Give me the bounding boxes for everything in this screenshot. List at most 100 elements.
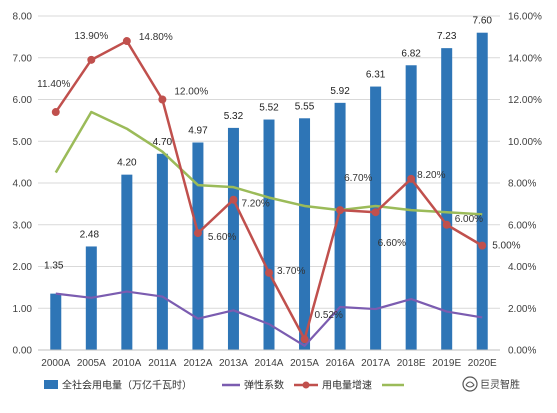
y2-tick-label: 2.00% (508, 304, 536, 315)
series-line (54, 110, 483, 216)
series-point (193, 229, 202, 238)
bar (192, 142, 204, 350)
x-tick-label: 2019E (432, 358, 461, 369)
watermark: 巨灵智胜 (462, 376, 520, 392)
bar (263, 119, 275, 350)
bar-value-label: 5.52 (259, 103, 279, 114)
growth-value-label: 13.90% (74, 31, 108, 42)
growth-value-label: 0.52% (315, 310, 343, 321)
series-point (158, 95, 167, 104)
bars-layer (50, 32, 488, 351)
bar-value-label: 6.82 (401, 48, 421, 59)
x-tick-label: 2000A (41, 358, 70, 369)
bar-value-label: 4.97 (188, 126, 208, 137)
y-tick-label: 3.00 (13, 220, 33, 231)
growth-value-label: 3.70% (277, 266, 305, 277)
y2-tick-label: 4.00% (508, 262, 536, 273)
bar (299, 118, 311, 350)
growth-value-label: 12.00% (174, 87, 208, 98)
x-tick-label: 2005A (77, 358, 106, 369)
growth-value-label: 5.60% (208, 232, 236, 243)
series-point (371, 208, 380, 217)
legend-label: 全社会用电量（万亿千瓦时） (62, 379, 192, 392)
bar-value-label: 7.23 (437, 31, 457, 42)
growth-value-label: 6.00% (455, 214, 483, 225)
bar (441, 48, 453, 351)
growth-value-label: 7.20% (241, 199, 269, 210)
legend-layer: 全社会用电量（万亿千瓦时） 弹性系数 用电量增速 (44, 379, 404, 392)
y-tick-label: 2.00 (13, 262, 33, 273)
series-point (407, 174, 416, 183)
bar-value-label: 2.48 (80, 229, 100, 240)
legend-label: 弹性系数 (244, 379, 284, 392)
axes-layer: 0.00 0.00% 1.00 2.00% 2.00 4.00% 3.00 6.00% 4.00… (13, 12, 542, 370)
x-tick-label: 2011A (148, 358, 177, 369)
x-tick-label: 2012A (183, 358, 212, 369)
bar (476, 32, 488, 350)
x-tick-label: 2014A (255, 358, 284, 369)
x-tick-label: 2013A (219, 358, 248, 369)
y2-tick-label: 0.00% (508, 346, 536, 357)
lines-layer (51, 37, 487, 347)
growth-value-label: 8.20% (417, 170, 445, 181)
bar-value-label: 1.35 (44, 261, 64, 272)
bar (334, 102, 346, 350)
legend-swatch-bar (44, 380, 58, 389)
bar-value-label: 5.92 (330, 86, 350, 97)
y2-tick-label: 6.00% (508, 220, 536, 231)
x-tick-label: 2018E (397, 358, 426, 369)
legend-swatch-marker (302, 381, 310, 389)
series-point (300, 335, 309, 344)
y-tick-label: 7.00 (13, 53, 33, 64)
series-point (87, 55, 96, 64)
watermark-logo-mark (465, 381, 475, 388)
y2-tick-label: 10.00% (508, 137, 542, 148)
series-point (478, 241, 487, 250)
x-tick-label: 2015A (290, 358, 319, 369)
bar-value-label: 4.70 (153, 137, 173, 148)
watermark-logo-icon (462, 376, 478, 392)
series-point (122, 37, 131, 46)
x-tick-label: 2020E (468, 358, 497, 369)
y2-tick-label: 16.00% (508, 12, 542, 23)
bar (370, 86, 382, 351)
bar (227, 127, 239, 350)
watermark-text: 巨灵智胜 (480, 378, 520, 391)
legend-label: 用电量增速 (322, 379, 372, 392)
y2-tick-label: 14.00% (508, 53, 542, 64)
bar-value-label: 6.31 (366, 70, 386, 81)
y-tick-label: 5.00 (13, 137, 33, 148)
series-point (336, 206, 345, 215)
y2-tick-label: 8.00% (508, 179, 536, 190)
y-tick-label: 4.00 (13, 179, 33, 190)
growth-value-label: 6.60% (378, 238, 406, 249)
growth-value-label: 6.70% (344, 173, 372, 184)
y-tick-label: 6.00 (13, 95, 33, 106)
y-tick-label: 1.00 (13, 304, 33, 315)
growth-value-label: 11.40% (37, 79, 70, 90)
series-point (51, 108, 60, 117)
y-tick-label: 0.00 (13, 346, 33, 357)
x-tick-label: 2010A (112, 358, 141, 369)
y2-tick-label: 12.00% (508, 95, 542, 106)
bar (156, 153, 168, 350)
bar-value-label: 5.55 (295, 101, 315, 112)
series-line (55, 290, 483, 347)
x-tick-label: 2017A (361, 358, 390, 369)
bar (405, 65, 417, 350)
y-tick-label: 8.00 (13, 12, 33, 23)
labels-layer: 1.35 2.48 4.20 4.70 4.97 5.32 5.52 5.55 5.92 6.31… (37, 16, 521, 321)
growth-value-label: 5.00% (492, 241, 520, 252)
bar-value-label: 7.60 (472, 16, 492, 27)
series-point (229, 195, 238, 204)
bar (121, 174, 133, 350)
series-point (265, 268, 273, 277)
bar (50, 293, 62, 350)
series-point (442, 220, 451, 229)
x-tick-label: 2016A (326, 358, 355, 369)
bar-value-label: 4.20 (117, 158, 137, 169)
growth-value-label: 14.80% (139, 32, 173, 43)
bar-value-label: 5.32 (224, 111, 244, 122)
